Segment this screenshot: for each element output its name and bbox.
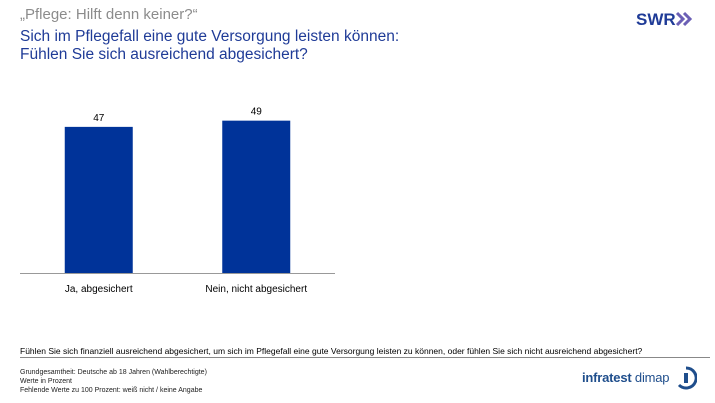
infratest-dimap-logo: infratest dimap (582, 370, 670, 385)
page-title: Sich im Pflegefall eine gute Versorgung … (20, 28, 580, 64)
note-population: Grundgesamtheit: Deutsche ab 18 Jahren (… (20, 369, 207, 376)
swr-logo-text: SWR (636, 10, 676, 29)
bar-2 (222, 120, 291, 274)
category-label-1: Ja, abgesichert (65, 284, 133, 295)
brand-bold: infratest (582, 370, 632, 385)
supertitle: „Pflege: Hilft denn keiner?“ (20, 6, 198, 23)
swr-logo: SWR (636, 10, 693, 29)
data-label-1: 47 (93, 113, 105, 124)
note-missing: Fehlende Werte zu 100 Prozent: weiß nich… (20, 387, 203, 394)
title-line-1: Sich im Pflegefall eine gute Versorgung … (20, 28, 400, 45)
chevron-right-icon (682, 11, 693, 27)
note-unit: Werte in Prozent (20, 378, 73, 385)
footer-divider (20, 357, 710, 358)
category-label-2: Nein, nicht abgesichert (205, 284, 307, 295)
bar-1 (64, 126, 133, 273)
footnotes: Grundgesamtheit: Deutsche ab 18 Jahren (… (20, 368, 207, 395)
survey-question: Fühlen Sie sich finanziell ausreichend a… (20, 346, 643, 356)
chevron-right-icon (675, 11, 686, 27)
brand-light: dimap (631, 370, 670, 385)
infratest-logo-icon (677, 366, 697, 390)
title-line-2: Fühlen Sie sich ausreichend abgesichert? (20, 46, 308, 63)
data-label-2: 49 (251, 107, 263, 118)
